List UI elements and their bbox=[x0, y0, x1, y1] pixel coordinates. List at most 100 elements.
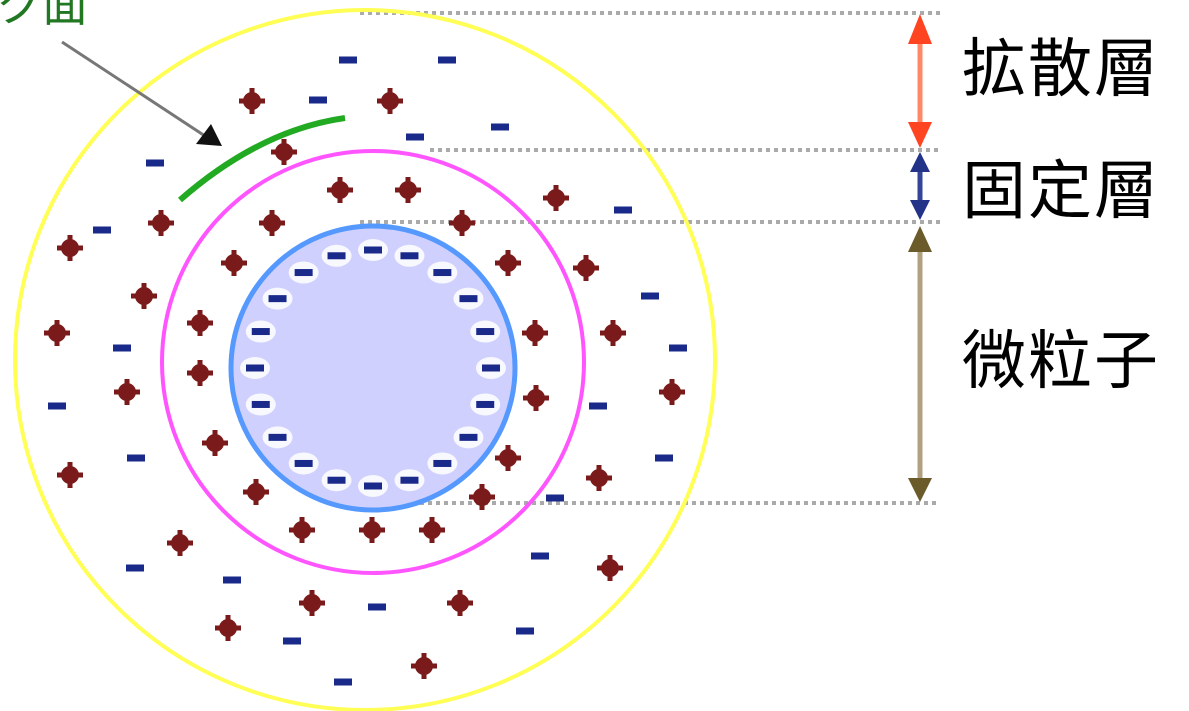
positive-ion bbox=[469, 484, 495, 510]
particle-arrow-bottom bbox=[908, 478, 932, 502]
fixed-layer-arrow-top bbox=[910, 152, 930, 172]
negative-ion bbox=[531, 552, 549, 560]
positive-ion bbox=[395, 177, 421, 203]
surface-negative-charge bbox=[453, 287, 484, 310]
positive-ion bbox=[659, 379, 685, 405]
positive-ion bbox=[148, 210, 174, 236]
positive-ion bbox=[114, 379, 140, 405]
slip-plane-label: ク面 bbox=[0, 0, 88, 32]
positive-ion bbox=[131, 283, 157, 309]
positive-ion bbox=[202, 430, 228, 456]
diffuse-layer-arrow-top bbox=[908, 14, 932, 44]
surface-negative-charge bbox=[288, 452, 319, 475]
positive-ion bbox=[523, 385, 549, 411]
positive-ions bbox=[44, 88, 685, 679]
positive-ion bbox=[299, 590, 325, 616]
positive-ion bbox=[187, 360, 213, 386]
negative-ion bbox=[127, 454, 145, 462]
positive-ion bbox=[239, 88, 265, 114]
positive-ion bbox=[221, 250, 247, 276]
surface-negative-charge bbox=[321, 469, 352, 492]
positive-ion bbox=[411, 653, 437, 679]
fixed-layer-label: 固定層 bbox=[962, 155, 1160, 229]
positive-ion bbox=[586, 465, 612, 491]
positive-ion bbox=[57, 462, 83, 488]
negative-ion bbox=[406, 133, 424, 141]
positive-ion bbox=[449, 210, 475, 236]
positive-ion bbox=[377, 88, 403, 114]
negative-ion bbox=[113, 344, 131, 352]
positive-ion bbox=[187, 310, 213, 336]
diffuse-layer-arrow-bottom bbox=[908, 122, 932, 148]
particle-core bbox=[228, 223, 518, 513]
particle-arrow-top bbox=[908, 226, 932, 252]
positive-ion bbox=[259, 210, 285, 236]
surface-negative-charge bbox=[262, 287, 293, 310]
slip-plane-arc bbox=[178, 115, 346, 203]
surface-negative-charge bbox=[288, 261, 319, 284]
negative-ion bbox=[655, 454, 673, 462]
positive-ion bbox=[495, 250, 521, 276]
surface-negative-charge bbox=[394, 469, 425, 492]
surface-negative-charge bbox=[262, 426, 293, 449]
surface-negative-charge bbox=[240, 357, 270, 379]
positive-ion bbox=[573, 255, 599, 281]
negative-ion bbox=[146, 159, 164, 167]
positive-ion bbox=[597, 555, 623, 581]
positive-ion bbox=[271, 139, 297, 165]
surface-negative-charge bbox=[394, 244, 425, 267]
thickness-scale-bar bbox=[908, 14, 932, 502]
negative-ion bbox=[223, 576, 241, 584]
surface-negative-charge bbox=[453, 426, 484, 449]
negative-ions bbox=[48, 56, 687, 686]
negative-ion bbox=[126, 564, 144, 572]
positive-ion bbox=[419, 517, 445, 543]
negative-ion bbox=[283, 637, 301, 645]
negative-ion bbox=[589, 402, 607, 410]
fixed-layer-arrow-bottom bbox=[910, 200, 930, 220]
positive-ion bbox=[522, 320, 548, 346]
negative-ion bbox=[339, 56, 357, 64]
surface-negative-charge bbox=[470, 393, 501, 416]
fixed-layer-boundary bbox=[160, 149, 586, 575]
diffuse-layer-boundary bbox=[13, 8, 717, 711]
negative-ion bbox=[546, 494, 564, 502]
surface-negative-charge bbox=[245, 393, 276, 416]
surface-negative-charge bbox=[427, 452, 458, 475]
negative-ion bbox=[93, 226, 111, 234]
diffuse-layer-label: 拡散層 bbox=[962, 33, 1160, 107]
surface-negative-charge bbox=[358, 239, 388, 261]
positive-ion bbox=[600, 320, 626, 346]
negative-ion bbox=[368, 603, 386, 611]
surface-negative-charge bbox=[358, 475, 388, 497]
surface-negative-charge bbox=[245, 320, 276, 343]
surface-negative-charge bbox=[476, 357, 506, 379]
positive-ion bbox=[215, 615, 241, 641]
negative-ion bbox=[669, 344, 687, 352]
positive-ion bbox=[495, 445, 521, 471]
positive-ion bbox=[57, 235, 83, 261]
surface-negative-charge bbox=[470, 320, 501, 343]
positive-ion bbox=[359, 517, 385, 543]
negative-ion bbox=[334, 678, 352, 686]
positive-ion bbox=[447, 590, 473, 616]
positive-ion bbox=[289, 517, 315, 543]
negative-ion bbox=[641, 292, 659, 300]
positive-ion bbox=[243, 479, 269, 505]
slip-plane-pointer-line bbox=[61, 40, 206, 138]
positive-ion bbox=[543, 185, 569, 211]
positive-ion bbox=[44, 320, 70, 346]
positive-ion bbox=[327, 177, 353, 203]
negative-ion bbox=[309, 96, 327, 104]
surface-negative-charge bbox=[427, 261, 458, 284]
negative-ion bbox=[491, 123, 509, 131]
negative-ion bbox=[614, 206, 632, 214]
surface-negative-charge bbox=[321, 244, 352, 267]
slip-plane-pointer-arrowhead bbox=[196, 124, 222, 146]
positive-ion bbox=[167, 530, 193, 556]
particle-label: 微粒子 bbox=[962, 325, 1160, 399]
negative-ion bbox=[438, 56, 456, 64]
negative-ion bbox=[48, 402, 66, 410]
negative-ion bbox=[516, 627, 534, 635]
